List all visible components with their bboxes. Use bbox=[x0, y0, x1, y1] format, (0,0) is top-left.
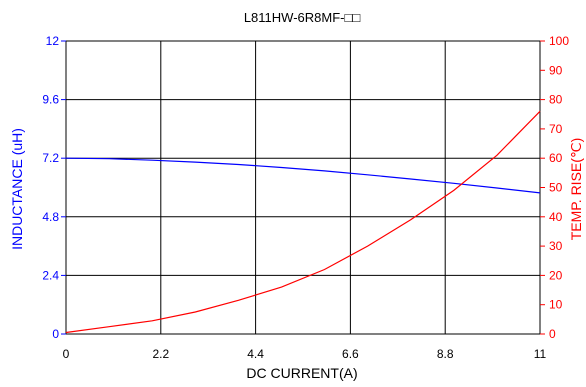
right-y-tick-label: 40 bbox=[549, 210, 563, 224]
left-y-axis-title: INDUCTANCE (uH) bbox=[9, 128, 25, 250]
right-y-tick-label: 60 bbox=[549, 151, 563, 165]
x-tick-label: 11 bbox=[534, 347, 547, 361]
left-y-tick-label: 7.2 bbox=[42, 151, 59, 165]
grid-lines bbox=[66, 41, 540, 334]
plot-frame bbox=[65, 40, 541, 335]
left-y-tick-label: 0 bbox=[52, 327, 59, 341]
right-y-tick-label: 70 bbox=[549, 122, 563, 136]
right-y-tick-label: 30 bbox=[549, 239, 563, 253]
right-y-tick-labels: 0 10 20 30 40 50 60 70 80 90 100 bbox=[540, 34, 569, 341]
x-axis-title: DC CURRENT(A) bbox=[246, 365, 357, 381]
x-tick-label: 0 bbox=[63, 347, 70, 361]
right-y-tick-label: 80 bbox=[549, 93, 563, 107]
x-tick-labels: 0 2.2 4.4 6.6 8.8 11 bbox=[63, 347, 547, 361]
inductance-line bbox=[65, 157, 541, 194]
left-y-tick-label: 12 bbox=[46, 34, 60, 48]
right-y-tick-label: 50 bbox=[549, 181, 563, 195]
left-y-tick-label: 4.8 bbox=[42, 210, 59, 224]
x-tick-label: 6.6 bbox=[342, 347, 359, 361]
right-y-tick-label: 20 bbox=[549, 268, 563, 282]
right-y-tick-label: 10 bbox=[549, 298, 563, 312]
series-layer bbox=[65, 110, 541, 334]
left-y-tick-label: 9.6 bbox=[42, 93, 59, 107]
x-tick-label: 8.8 bbox=[437, 347, 454, 361]
x-tick-label: 4.4 bbox=[247, 347, 264, 361]
left-y-tick-labels: 0 2.4 4.8 7.2 9.6 12 bbox=[42, 34, 66, 341]
temp-rise-line bbox=[65, 110, 541, 334]
x-tick-label: 2.2 bbox=[152, 347, 169, 361]
right-y-tick-label: 0 bbox=[549, 327, 556, 341]
right-y-axis-title: TEMP. RISE(℃) bbox=[568, 138, 584, 241]
right-y-tick-label: 100 bbox=[549, 34, 569, 48]
right-y-tick-label: 90 bbox=[549, 63, 563, 77]
chart-title: L811HW-6R8MF-□□ bbox=[244, 10, 361, 25]
left-y-tick-label: 2.4 bbox=[42, 268, 59, 282]
